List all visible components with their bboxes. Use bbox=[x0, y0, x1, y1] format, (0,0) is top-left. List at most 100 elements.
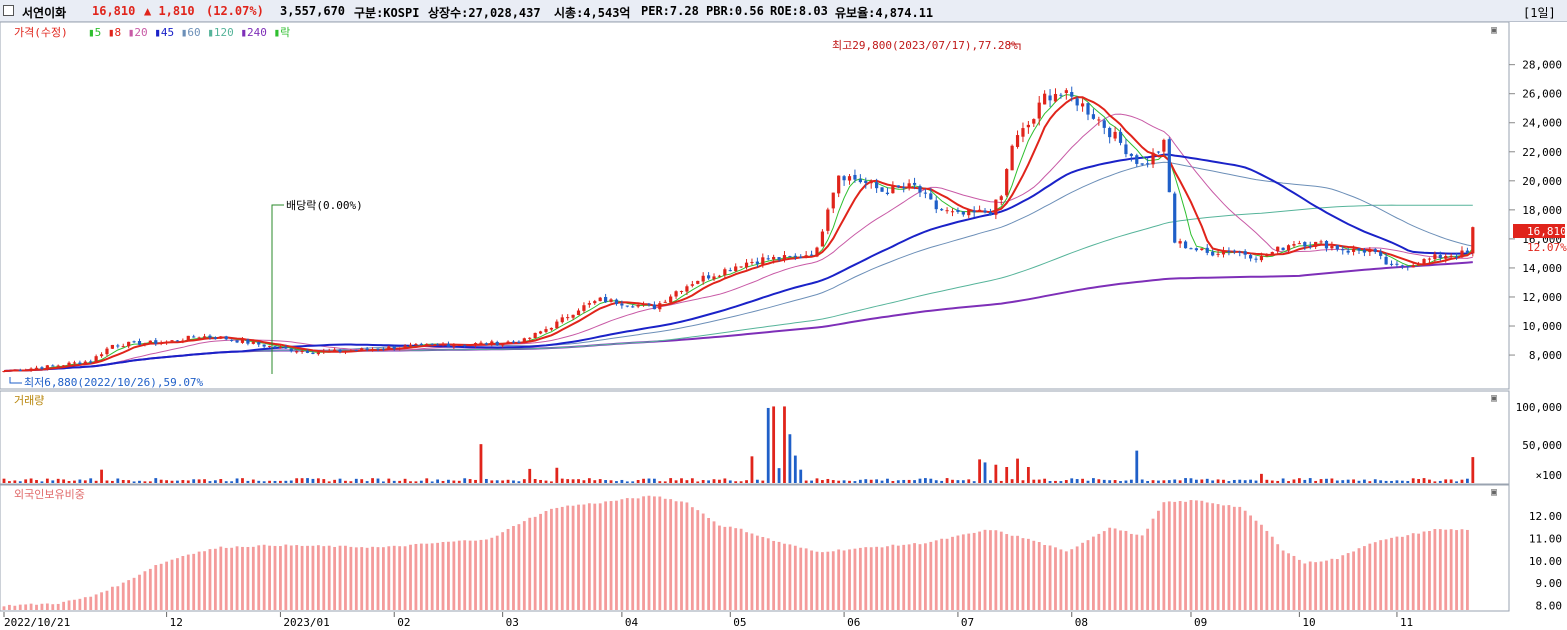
candle bbox=[1389, 260, 1394, 267]
period-selector[interactable]: [1일] bbox=[1523, 6, 1556, 20]
candle-body bbox=[799, 256, 803, 258]
volume-bar bbox=[913, 480, 916, 483]
candle bbox=[1438, 251, 1442, 261]
candle bbox=[842, 174, 846, 186]
volume-bar bbox=[148, 481, 152, 483]
foreign-bar bbox=[544, 511, 548, 610]
foreign-bar bbox=[121, 582, 125, 610]
candle bbox=[782, 251, 787, 263]
candle-body bbox=[576, 310, 581, 316]
candle bbox=[1048, 89, 1052, 108]
dividend-marker bbox=[271, 204, 284, 374]
stock-chart[interactable]: 8,00010,00012,00014,00016,00018,00020,00… bbox=[0, 22, 1567, 630]
volume-bar bbox=[1411, 478, 1415, 483]
candle bbox=[1080, 98, 1085, 112]
candle-body bbox=[202, 336, 207, 338]
candle bbox=[978, 205, 982, 212]
candle-body bbox=[132, 341, 136, 343]
foreign-bar bbox=[1189, 500, 1193, 610]
candle-body bbox=[983, 210, 987, 213]
candle bbox=[1308, 241, 1312, 250]
candle-body bbox=[295, 351, 299, 353]
foreign-bar bbox=[918, 544, 922, 610]
candle bbox=[788, 255, 792, 258]
low-label: 최저6,880(2022/10/26),59.07% bbox=[24, 376, 204, 389]
foreign-bar bbox=[289, 545, 293, 610]
foreign-bar bbox=[1124, 530, 1128, 610]
candle bbox=[1010, 144, 1014, 171]
volume-bar bbox=[474, 479, 477, 483]
candle bbox=[278, 345, 283, 349]
volume-bar bbox=[620, 479, 624, 483]
foreign-bar bbox=[1428, 530, 1431, 610]
foreign-panel-button[interactable]: ▣ bbox=[1491, 487, 1497, 498]
price-panel-button[interactable]: ▣ bbox=[1491, 25, 1497, 36]
volume-bar bbox=[94, 480, 98, 483]
foreign-bar bbox=[327, 545, 331, 610]
candle-body bbox=[777, 257, 781, 260]
volume-bar bbox=[1140, 479, 1144, 483]
volume-bar bbox=[810, 480, 813, 483]
candle bbox=[29, 367, 33, 372]
candle bbox=[1167, 137, 1171, 193]
candle-body bbox=[1384, 256, 1388, 265]
foreign-bar bbox=[848, 549, 851, 610]
volume-bar bbox=[1081, 478, 1084, 483]
candle bbox=[761, 253, 765, 268]
foreign-bar bbox=[1265, 530, 1269, 610]
candle bbox=[1102, 118, 1106, 135]
foreign-bar bbox=[896, 545, 900, 610]
candle bbox=[1216, 249, 1220, 258]
candle-body bbox=[869, 181, 873, 184]
candle-body bbox=[1357, 248, 1361, 251]
candle-body bbox=[1118, 131, 1123, 143]
foreign-bar bbox=[1232, 506, 1236, 610]
foreign-bar bbox=[230, 547, 234, 610]
volume-bar bbox=[246, 480, 250, 483]
candle-body bbox=[1102, 120, 1106, 128]
candle-body bbox=[511, 341, 516, 343]
foreign-bar bbox=[322, 546, 326, 610]
legend-item: ▮20 bbox=[128, 26, 155, 39]
candle-body bbox=[1243, 251, 1247, 255]
candle bbox=[1406, 266, 1410, 271]
foreign-bar bbox=[235, 546, 239, 610]
candle bbox=[240, 337, 245, 344]
foreign-bar bbox=[1086, 540, 1090, 610]
foreign-bar bbox=[170, 559, 174, 610]
volume-bar bbox=[902, 479, 906, 483]
volume-panel-button[interactable]: ▣ bbox=[1491, 393, 1497, 404]
select-checkbox[interactable] bbox=[3, 5, 14, 16]
candle-body bbox=[1183, 241, 1188, 249]
candle-body bbox=[1427, 258, 1432, 260]
foreign-bar bbox=[371, 546, 374, 610]
foreign-bar bbox=[300, 545, 304, 610]
volume-bar bbox=[1092, 478, 1095, 483]
foreign-bar bbox=[436, 542, 439, 610]
candle-body bbox=[1232, 250, 1236, 252]
candle bbox=[1297, 240, 1301, 245]
candle bbox=[826, 207, 830, 235]
price-tick-label: 14,000 bbox=[1522, 262, 1562, 275]
candle bbox=[728, 267, 732, 272]
candle bbox=[354, 349, 358, 352]
candle bbox=[1444, 253, 1448, 263]
volume-bar bbox=[1276, 480, 1280, 483]
candle bbox=[1075, 96, 1079, 112]
volume-bar bbox=[940, 480, 944, 483]
candle-body bbox=[1053, 93, 1058, 102]
foreign-bar bbox=[1043, 545, 1047, 610]
candle-body bbox=[734, 266, 738, 272]
candle-body bbox=[376, 348, 380, 350]
foreign-bar bbox=[989, 530, 992, 610]
candle-body bbox=[83, 361, 87, 364]
candle-body bbox=[723, 269, 727, 276]
volume-bar bbox=[804, 480, 808, 483]
candle-body bbox=[457, 344, 461, 346]
stock-name[interactable]: 서연이화 bbox=[22, 6, 67, 20]
volume-bar bbox=[490, 480, 494, 483]
volume-bar bbox=[1178, 480, 1182, 483]
volume-bar bbox=[13, 480, 17, 483]
candle-body bbox=[224, 336, 228, 340]
volume-bar bbox=[658, 481, 662, 483]
